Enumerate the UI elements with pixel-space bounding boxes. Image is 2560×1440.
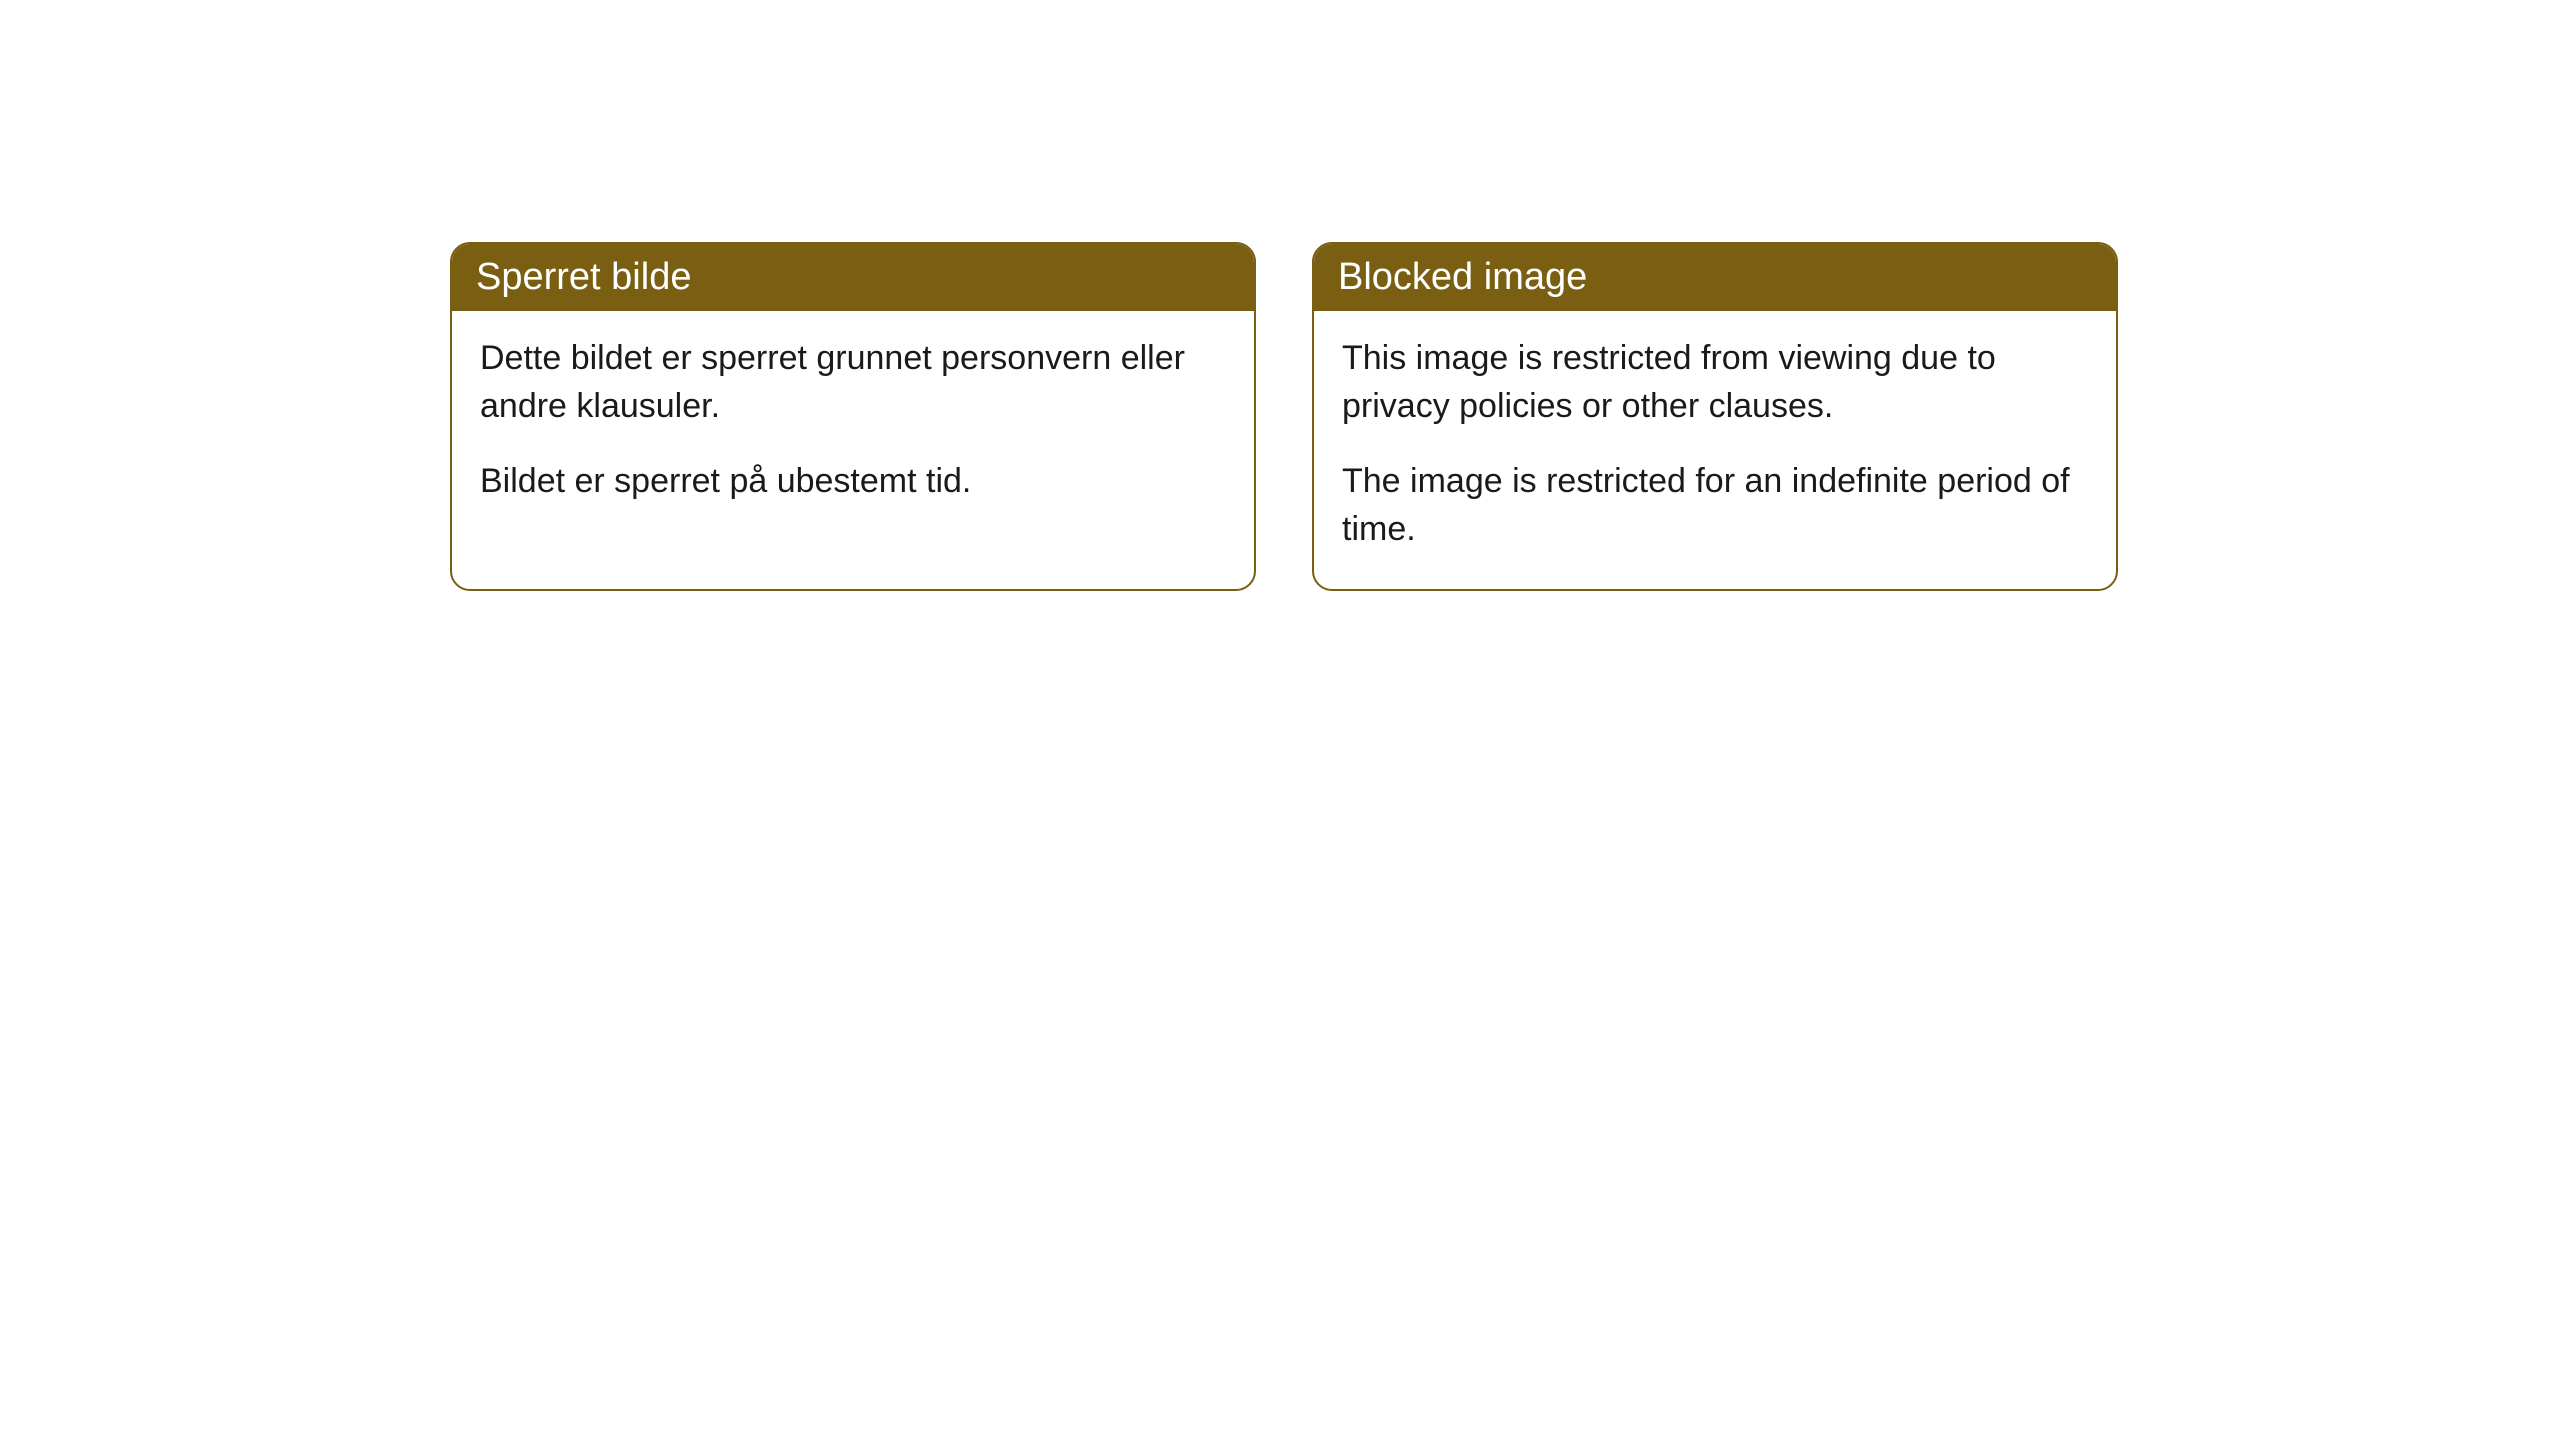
notice-header: Blocked image — [1314, 244, 2116, 311]
notice-title: Sperret bilde — [476, 256, 691, 298]
notice-paragraph: The image is restricted for an indefinit… — [1342, 458, 2088, 553]
notice-card-english: Blocked image This image is restricted f… — [1312, 242, 2118, 591]
notice-paragraph: Bildet er sperret på ubestemt tid. — [480, 458, 1226, 506]
notice-body: Dette bildet er sperret grunnet personve… — [452, 311, 1254, 542]
notice-cards-container: Sperret bilde Dette bildet er sperret gr… — [450, 242, 2118, 591]
notice-paragraph: This image is restricted from viewing du… — [1342, 335, 2088, 430]
notice-body: This image is restricted from viewing du… — [1314, 311, 2116, 589]
notice-header: Sperret bilde — [452, 244, 1254, 311]
notice-paragraph: Dette bildet er sperret grunnet personve… — [480, 335, 1226, 430]
notice-title: Blocked image — [1338, 256, 1587, 298]
notice-card-norwegian: Sperret bilde Dette bildet er sperret gr… — [450, 242, 1256, 591]
